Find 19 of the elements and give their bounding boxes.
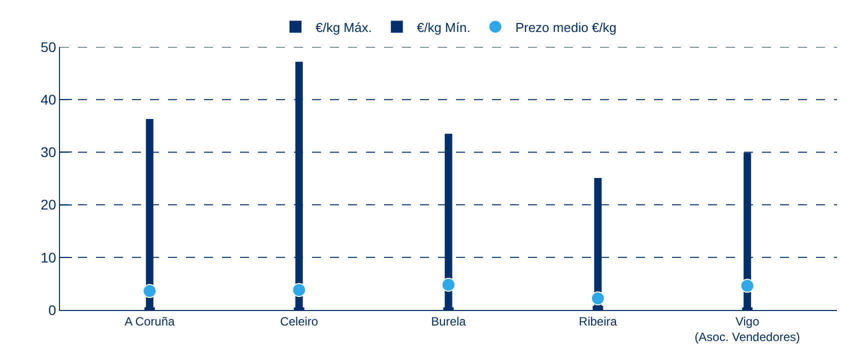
point [442,278,456,292]
y-tick-label: 50 [40,38,56,55]
x-tick-label: Celeiro [280,314,318,328]
y-tick-label: 30 [40,144,56,160]
legend-label: Prezo medio €/kg [515,20,616,35]
x-tick-label: A Coruña [124,314,175,328]
point [292,283,306,298]
point [590,291,605,306]
legend-label: €/kg Máx. [316,20,372,35]
y-tick-label: 10 [40,249,56,266]
y-tick-label: 40 [40,92,56,108]
legend-label: €/kg Mín. [416,20,470,35]
y-tick-label: 0 [48,302,56,318]
y-tick-label: 20 [40,196,56,213]
x-tick-label: Burela [431,314,466,328]
x-tick-label: Vigo (Asoc. Vendedores) [694,314,800,344]
x-tick-label: Ribeira [578,314,618,328]
point [740,278,754,293]
point [142,284,157,298]
